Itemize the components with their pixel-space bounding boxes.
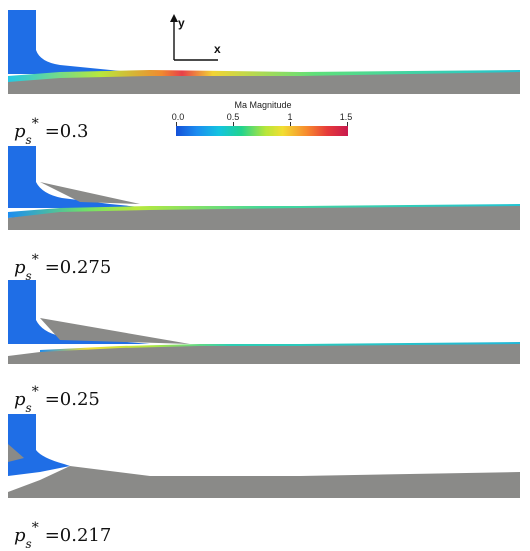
flow-panel-1 [0,10,530,100]
nozzle-fluid [8,414,70,476]
colorbar-tick-label: 0.0 [171,112,185,122]
flow-panel-4 [0,414,530,504]
colorbar-tick-label: 0.5 [226,112,240,122]
y-axis-label: y [178,16,185,30]
pressure-label-2: ps* =0.275 [14,252,112,283]
nozzle-fluid [8,10,150,74]
wall-surface [8,344,520,364]
mach-colorbar: Ma Magnitude 0.0 0.5 1 1.5 [172,100,353,142]
pressure-label-3: ps* =0.25 [14,384,100,415]
pressure-label-1: ps* =0.3 [14,116,89,147]
colorbar-ticks: 0.0 0.5 1 1.5 [172,112,353,122]
flow-field-3 [8,280,520,364]
x-axis-label: x [214,42,221,56]
colorbar-tick-label: 1 [287,112,293,122]
flow-field-2 [8,146,520,230]
flow-field-1 [8,10,520,94]
wall-surface [8,466,520,498]
flow-panel-3 [0,280,530,370]
colorbar-tick-label: 1.5 [339,112,353,122]
flow-field-4 [8,414,520,498]
wall-surface [8,72,520,94]
coordinate-axes: y x [160,12,240,72]
colorbar-gradient [176,126,348,136]
pressure-label-4: ps* =0.217 [14,520,112,551]
wall-surface [8,206,520,230]
colorbar-title: Ma Magnitude [234,100,292,110]
flow-panel-2 [0,146,530,236]
nozzle-fluid [8,280,150,344]
separation-wedge [8,444,24,462]
separation-wedge [40,318,190,344]
nozzle-fluid [8,146,150,208]
separation-wedge [40,182,140,204]
axes-arrows [170,14,218,61]
